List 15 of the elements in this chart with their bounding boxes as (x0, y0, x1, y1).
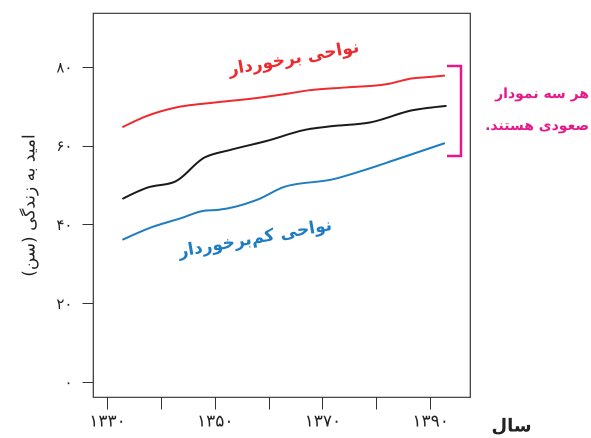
x-tick-label: ۱۳۹۰ (412, 412, 449, 432)
text: هر سه نمودار صعودی هستند. (484, 85, 589, 136)
y-tick-label: ۲۰ (56, 294, 72, 313)
y-tick-label: ۶۰ (56, 137, 72, 156)
x-tick-label: ۱۳۳۰ (89, 412, 126, 432)
x-axis-title: سال (491, 416, 532, 436)
y-tick-label: ۸۰ (56, 58, 72, 76)
y-tick-label: ۰ (64, 374, 72, 392)
line-series (122, 104, 447, 200)
y-axis-title: امید به زندگی (سن) (18, 134, 40, 277)
text: نواحی کم‌برخوردار (176, 215, 334, 262)
text: نواحی برخوردار (226, 37, 361, 80)
x-tick-label: ۱۳۷۰ (304, 412, 342, 432)
y-tick-label: ۴۰ (56, 216, 72, 234)
x-tick-label: ۱۳۵۰ (196, 412, 234, 432)
